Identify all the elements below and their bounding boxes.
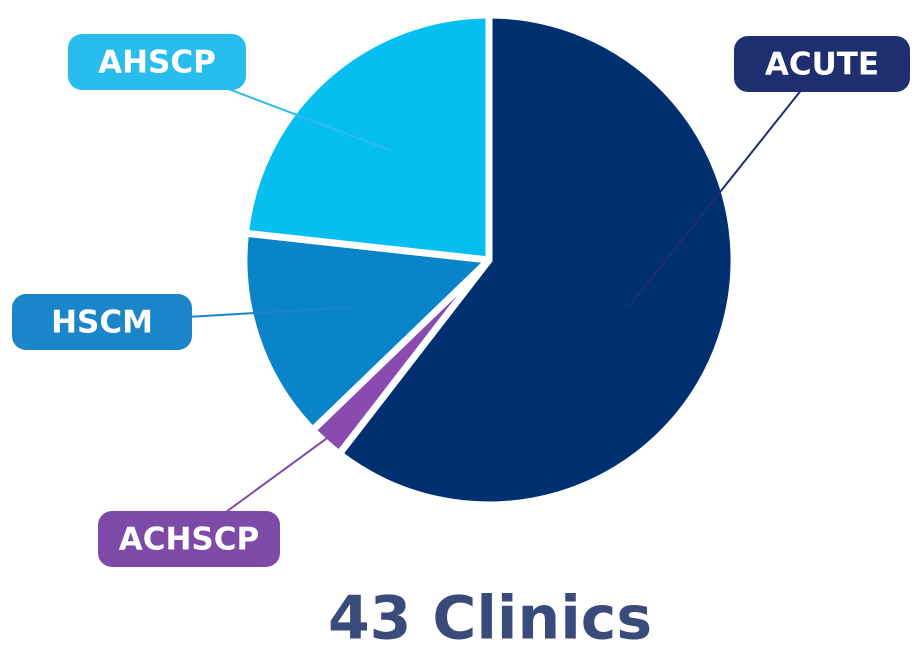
leader-line: [627, 63, 823, 309]
slice-label: HSCM: [51, 305, 153, 341]
chart-title: 43 Clinics: [328, 584, 652, 650]
slice-label: ACHSCP: [119, 522, 259, 558]
pie-slice: [335, 11, 738, 509]
label-pill: [68, 34, 246, 90]
slice-label: ACUTE: [765, 47, 879, 83]
label-pill: [734, 36, 910, 92]
label-pill: [98, 511, 280, 567]
slice-label: AHSCP: [98, 45, 216, 81]
label-pill: [12, 294, 192, 350]
pie-slice: [241, 11, 493, 264]
pie-slice: [240, 229, 493, 434]
